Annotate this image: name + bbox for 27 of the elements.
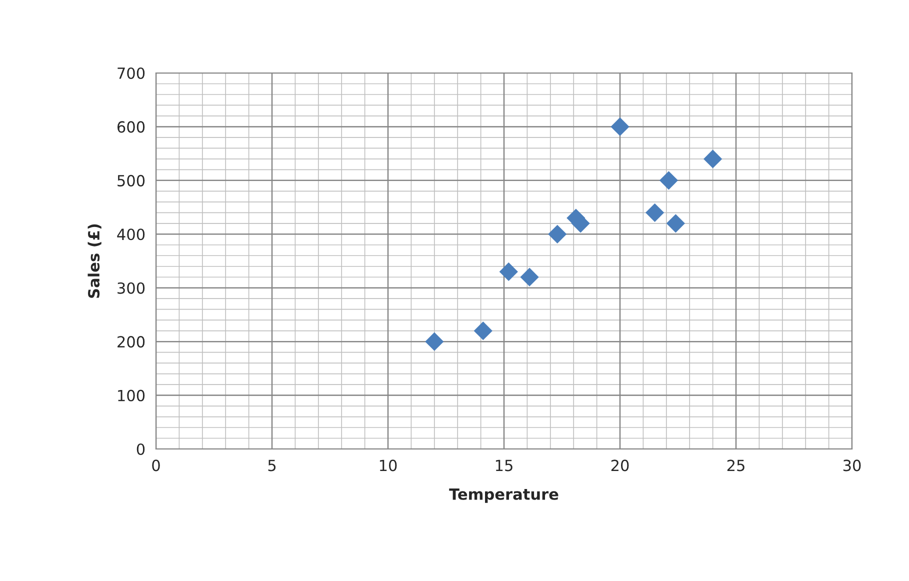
y-tick-label: 200 xyxy=(118,336,145,348)
y-tick-label: 600 xyxy=(117,121,145,133)
x-tick-label: 10 xyxy=(380,460,397,472)
point xyxy=(474,322,492,340)
x-tick-label: 25 xyxy=(727,460,744,472)
x-tick-label: 15 xyxy=(496,460,512,472)
y-tick-label: 500 xyxy=(118,174,145,186)
x-tick-label: 30 xyxy=(843,460,861,472)
x-tick-label: 5 xyxy=(268,460,276,472)
y-tick-label: 0 xyxy=(136,443,145,456)
point xyxy=(610,117,630,136)
point xyxy=(659,171,678,190)
point xyxy=(425,332,444,351)
point xyxy=(703,150,722,168)
y-axis-title: Sales (£) xyxy=(88,224,102,298)
point xyxy=(666,214,685,233)
x-tick-label: 20 xyxy=(611,460,629,472)
y-tick-label: 300 xyxy=(118,282,145,294)
point xyxy=(645,203,664,222)
x-axis-title: Temperature xyxy=(449,488,558,503)
point xyxy=(520,268,539,286)
point xyxy=(548,224,567,244)
y-tick-label: 400 xyxy=(117,228,145,240)
y-tick-label: 700 xyxy=(118,67,145,80)
x-tick-label: 0 xyxy=(152,460,160,472)
point xyxy=(499,262,518,282)
y-tick-label: 100 xyxy=(118,390,145,402)
